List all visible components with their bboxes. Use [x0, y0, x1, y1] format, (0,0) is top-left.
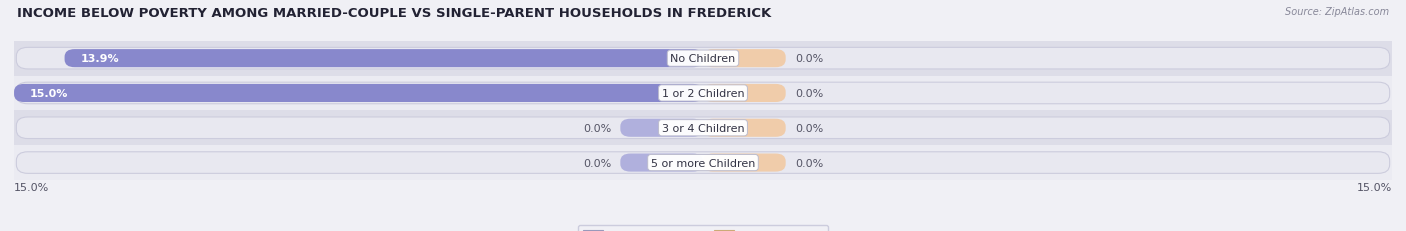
FancyBboxPatch shape — [65, 50, 703, 68]
Text: 0.0%: 0.0% — [583, 123, 612, 133]
Text: 3 or 4 Children: 3 or 4 Children — [662, 123, 744, 133]
FancyBboxPatch shape — [620, 154, 703, 172]
Text: 0.0%: 0.0% — [583, 158, 612, 168]
Text: Source: ZipAtlas.com: Source: ZipAtlas.com — [1285, 7, 1389, 17]
Text: 15.0%: 15.0% — [1357, 182, 1392, 192]
FancyBboxPatch shape — [703, 50, 786, 68]
Bar — [14, 146, 1392, 180]
FancyBboxPatch shape — [17, 118, 1389, 139]
Text: 0.0%: 0.0% — [794, 54, 823, 64]
Text: 1 or 2 Children: 1 or 2 Children — [662, 88, 744, 99]
FancyBboxPatch shape — [703, 85, 786, 103]
Bar — [14, 111, 1392, 146]
FancyBboxPatch shape — [620, 119, 703, 137]
Bar — [14, 76, 1392, 111]
Text: 13.9%: 13.9% — [80, 54, 120, 64]
FancyBboxPatch shape — [703, 154, 786, 172]
FancyBboxPatch shape — [17, 48, 1389, 70]
Text: INCOME BELOW POVERTY AMONG MARRIED-COUPLE VS SINGLE-PARENT HOUSEHOLDS IN FREDERI: INCOME BELOW POVERTY AMONG MARRIED-COUPL… — [17, 7, 770, 20]
Text: 15.0%: 15.0% — [30, 88, 69, 99]
Text: 0.0%: 0.0% — [794, 158, 823, 168]
Text: 0.0%: 0.0% — [794, 88, 823, 99]
Text: No Children: No Children — [671, 54, 735, 64]
Text: 0.0%: 0.0% — [794, 123, 823, 133]
FancyBboxPatch shape — [703, 119, 786, 137]
Text: 15.0%: 15.0% — [14, 182, 49, 192]
FancyBboxPatch shape — [17, 83, 1389, 104]
FancyBboxPatch shape — [17, 152, 1389, 174]
Text: 5 or more Children: 5 or more Children — [651, 158, 755, 168]
FancyBboxPatch shape — [14, 85, 703, 103]
Bar — [14, 42, 1392, 76]
Legend: Married Couples, Single Parents: Married Couples, Single Parents — [578, 225, 828, 231]
